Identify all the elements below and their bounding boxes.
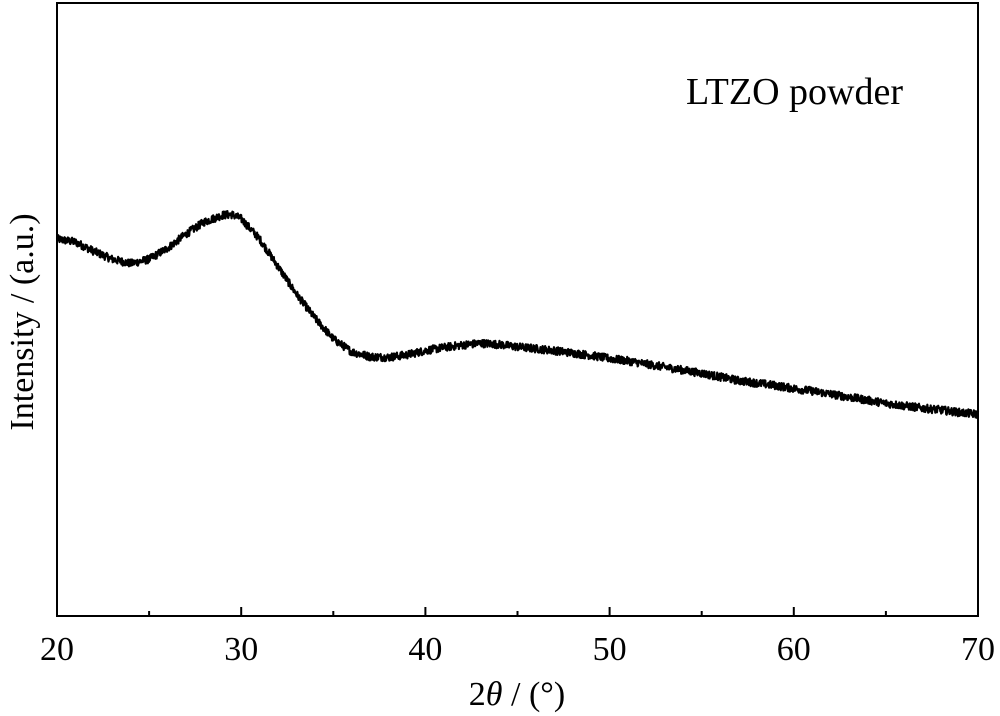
- x-tick-label: 20: [40, 631, 74, 668]
- x-axis-ticks: [56, 607, 979, 616]
- x-tick-label: 50: [593, 631, 627, 668]
- x-tick-label: 60: [777, 631, 811, 668]
- sample-annotation: LTZO powder: [686, 71, 903, 113]
- x-axis-title: 2θ / (°): [469, 676, 565, 713]
- y-axis-title: Intensity / (a.u.): [4, 213, 41, 430]
- xrd-pattern-line: [55, 210, 980, 419]
- x-axis-tick-labels: 20 30 40 50 60 70: [40, 631, 995, 668]
- x-tick-label: 40: [408, 631, 442, 668]
- x-tick-label: 70: [961, 631, 995, 668]
- x-tick-label: 30: [224, 631, 258, 668]
